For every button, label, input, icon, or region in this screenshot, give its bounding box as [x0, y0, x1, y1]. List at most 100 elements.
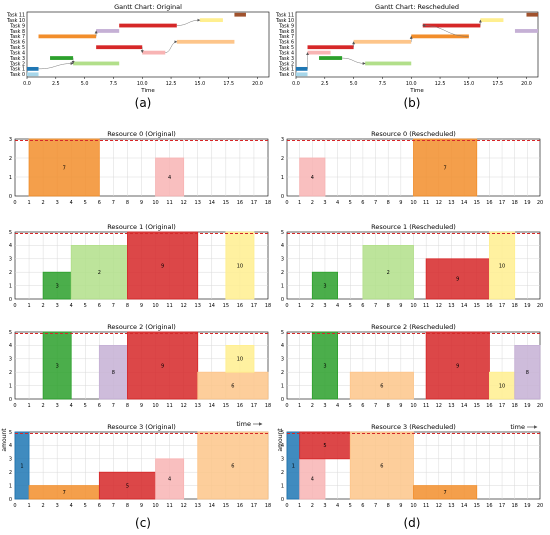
gantt-bar — [296, 72, 308, 77]
resource-block — [197, 371, 269, 400]
block-label: 10 — [499, 383, 505, 389]
y-tick-label: 3 — [281, 357, 284, 363]
y-tick-label: 5 — [281, 330, 284, 336]
panel-label-b: (b) — [404, 96, 421, 110]
x-tick-label: 12 — [180, 403, 186, 409]
x-tick-label: 10.0 — [406, 81, 417, 87]
x-tick-label: 13 — [448, 403, 454, 409]
y-tick-label: 1 — [281, 283, 284, 289]
x-tick-label: 16 — [486, 200, 492, 206]
block-label: 10 — [237, 263, 243, 269]
y-tick-label: 2 — [281, 270, 284, 276]
x-tick-label: 12 — [180, 200, 186, 206]
y-tick-label: Task 3 — [9, 56, 25, 62]
y-tick-label: 1 — [281, 483, 284, 489]
x-tick-label: 4 — [70, 303, 73, 309]
resource-block — [299, 458, 326, 500]
block-label: 5 — [126, 483, 129, 489]
y-tick-label: Task 11 — [6, 13, 25, 19]
block-label: 1 — [292, 463, 295, 469]
block-label: 4 — [311, 175, 314, 181]
x-tick-label: 1 — [298, 403, 301, 409]
x-tick-label: 11 — [166, 200, 172, 206]
x-tick-label: 5 — [349, 303, 352, 309]
x-tick-label: 5 — [84, 503, 87, 509]
x-tick-label: 12.5 — [435, 81, 446, 87]
x-tick-label: 16 — [486, 503, 492, 509]
block-label: 5 — [323, 443, 326, 449]
x-tick-label: 9 — [140, 403, 143, 409]
x-tick-label: 2.5 — [52, 81, 60, 87]
panel-label-a: (a) — [135, 96, 152, 110]
x-tick-label: 20 — [537, 403, 543, 409]
y-tick-label: 3 — [9, 357, 12, 363]
x-tick-label: 12 — [436, 200, 442, 206]
x-tick-label: 6 — [98, 403, 101, 409]
gantt-bar — [38, 34, 97, 39]
x-tick-label: 4 — [336, 200, 339, 206]
x-tick-label: 17 — [499, 303, 505, 309]
block-label: 2 — [98, 270, 101, 276]
x-tick-label: 10 — [410, 403, 416, 409]
x-tick-label: 15 — [474, 403, 480, 409]
x-tick-label: 7 — [374, 503, 377, 509]
gantt-bar — [234, 12, 246, 17]
gantt-bar — [142, 50, 166, 55]
block-label: 2 — [387, 270, 390, 276]
x-tick-label: 14 — [209, 503, 215, 509]
y-tick-label: 0 — [281, 194, 284, 200]
y-tick-label: Task 2 — [9, 61, 25, 67]
resource-block — [197, 431, 269, 500]
plot-area — [295, 11, 539, 78]
x-tick-label: 10 — [410, 200, 416, 206]
x-tick-label: 7.5 — [379, 81, 387, 87]
x-tick-label: 18 — [265, 503, 271, 509]
block-label: 4 — [168, 175, 171, 181]
x-axis-label: Time — [140, 88, 155, 94]
x-tick-label: 8 — [126, 200, 129, 206]
y-tick-label: 1 — [281, 175, 284, 181]
block-label: 6 — [231, 463, 234, 469]
x-tick-label: 15 — [223, 303, 229, 309]
resource-block — [413, 138, 478, 197]
resource-block — [413, 485, 478, 500]
resource-block — [299, 431, 351, 460]
x-tick-label: 1 — [298, 200, 301, 206]
x-tick-label: 10.0 — [137, 81, 148, 87]
y-tick-label: Task 6 — [9, 40, 25, 46]
x-tick-label: 12 — [436, 303, 442, 309]
x-tick-label: 2 — [42, 503, 45, 509]
x-tick-label: 9 — [399, 303, 402, 309]
block-label: 6 — [380, 463, 383, 469]
x-tick-label: 13 — [448, 200, 454, 206]
y-tick-label: 3 — [9, 257, 12, 263]
resource-block — [14, 431, 30, 500]
chart-title: Resource 0 (Rescheduled) — [371, 130, 456, 138]
x-tick-label: 13 — [195, 503, 201, 509]
x-tick-label: 1 — [27, 403, 30, 409]
x-tick-label: 3 — [56, 503, 59, 509]
time-axis-annotation-right: time — [510, 423, 525, 431]
y-tick-label: Task 3 — [278, 56, 294, 62]
x-tick-label: 2 — [311, 200, 314, 206]
y-tick-label: 0 — [9, 397, 12, 403]
x-tick-label: 5 — [84, 403, 87, 409]
resource-block — [488, 371, 516, 400]
gantt-bar — [307, 50, 331, 55]
y-tick-label: 1 — [9, 175, 12, 181]
chart-title: Resource 1 (Rescheduled) — [371, 223, 456, 231]
x-tick-label: 4 — [336, 303, 339, 309]
x-tick-label: 5 — [84, 200, 87, 206]
time-axis-annotation-left: time — [236, 420, 251, 428]
y-tick-label: 4 — [9, 443, 12, 449]
x-tick-label: 9 — [140, 200, 143, 206]
x-tick-label: 16 — [237, 303, 243, 309]
resource-block — [514, 344, 541, 400]
y-tick-label: 0 — [9, 497, 12, 503]
x-tick-label: 3 — [56, 200, 59, 206]
x-tick-label: 7.5 — [110, 81, 118, 87]
x-tick-label: 14 — [209, 200, 215, 206]
x-tick-label: 20 — [537, 200, 543, 206]
y-tick-label: Task 0 — [9, 72, 25, 78]
